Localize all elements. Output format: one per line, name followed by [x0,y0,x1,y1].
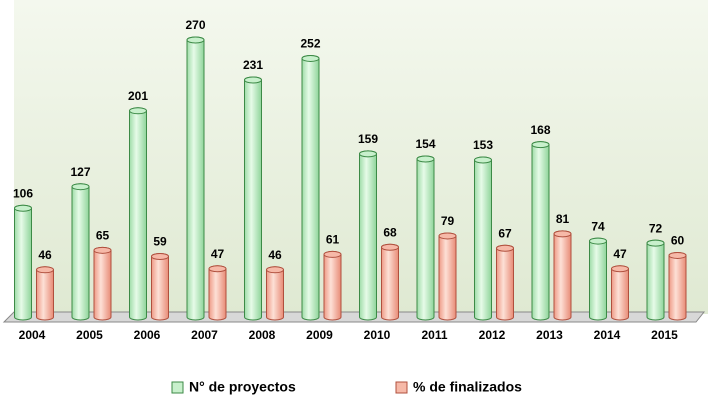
legend-swatch [395,381,408,394]
bar-cap [71,183,90,191]
data-label: 61 [326,233,340,247]
bar-cap [301,54,320,62]
bar [531,141,550,321]
data-label: 72 [649,221,663,235]
data-label: 47 [211,247,225,261]
bar-cap [438,232,457,240]
data-label: 154 [415,137,435,151]
x-tick-label: 2011 [421,328,447,342]
bar [71,183,90,321]
bar-cap [496,244,514,252]
bar [129,107,147,321]
bar [359,150,377,321]
data-label: 47 [613,247,627,261]
bar-cap [416,155,435,163]
bar [438,232,457,321]
bar [266,266,284,321]
bar [36,266,54,321]
bar-cap [531,141,550,149]
x-tick-label: 2005 [76,328,103,342]
bar-cap [359,150,377,158]
bar-cap [266,266,284,274]
bar-cap [589,237,607,245]
data-label: 79 [441,214,455,228]
data-label: 68 [383,225,397,239]
bar [496,244,514,321]
data-label: 65 [96,228,110,242]
data-label: 81 [556,212,570,226]
bar-cap [129,107,147,115]
x-tick-label: 2009 [306,328,333,342]
bar [93,246,112,321]
bar-cap [668,251,687,259]
bar [589,237,607,321]
bar [416,155,435,321]
bar-cap [553,230,572,238]
bar [553,230,572,321]
data-label: 46 [38,248,52,262]
bar [208,265,227,321]
x-tick-label: 2015 [651,328,678,342]
x-tick-label: 2008 [249,328,276,342]
data-label: 127 [70,165,90,179]
bar-cap [611,265,629,273]
bar-cap [14,204,32,212]
legend-swatch [171,381,184,394]
bar [186,36,205,321]
data-label: 252 [300,37,320,51]
legend-text: N° de proyectos [189,379,296,395]
bar-cap [323,250,342,258]
data-label: 159 [358,132,378,146]
data-label: 67 [498,226,512,240]
bar [244,76,262,321]
bar [646,239,665,321]
bar [381,243,399,321]
bar [323,250,342,321]
data-label: 201 [128,89,148,103]
data-label: 153 [473,138,493,152]
bar [301,54,320,321]
bar-cap [208,265,227,273]
bar-cap [186,36,205,44]
data-label: 46 [268,248,282,262]
bar [151,253,169,321]
bar [14,204,32,321]
data-label: 231 [243,58,263,72]
bar-cap [646,239,665,247]
data-label: 270 [185,18,205,32]
data-label: 168 [530,123,550,137]
bar-cap [93,246,112,254]
data-label: 60 [671,234,685,248]
bar [668,251,687,321]
bar-cap [474,156,492,164]
bar-cap [244,76,262,84]
bar [611,265,629,321]
bar [474,156,492,321]
data-label: 74 [591,219,605,233]
x-tick-label: 2004 [19,328,46,342]
data-label: 59 [153,235,167,249]
x-tick-label: 2013 [536,328,563,342]
bar-cap [151,252,169,260]
bar-cap [36,266,54,274]
x-tick-label: 2006 [134,328,161,342]
x-tick-label: 2010 [364,328,391,342]
x-tick-label: 2007 [191,328,218,342]
x-tick-label: 2014 [594,328,621,342]
data-label: 106 [13,186,33,200]
x-tick-label: 2012 [479,328,506,342]
legend-text: % de finalizados [413,379,522,395]
bar-cap [381,243,399,251]
